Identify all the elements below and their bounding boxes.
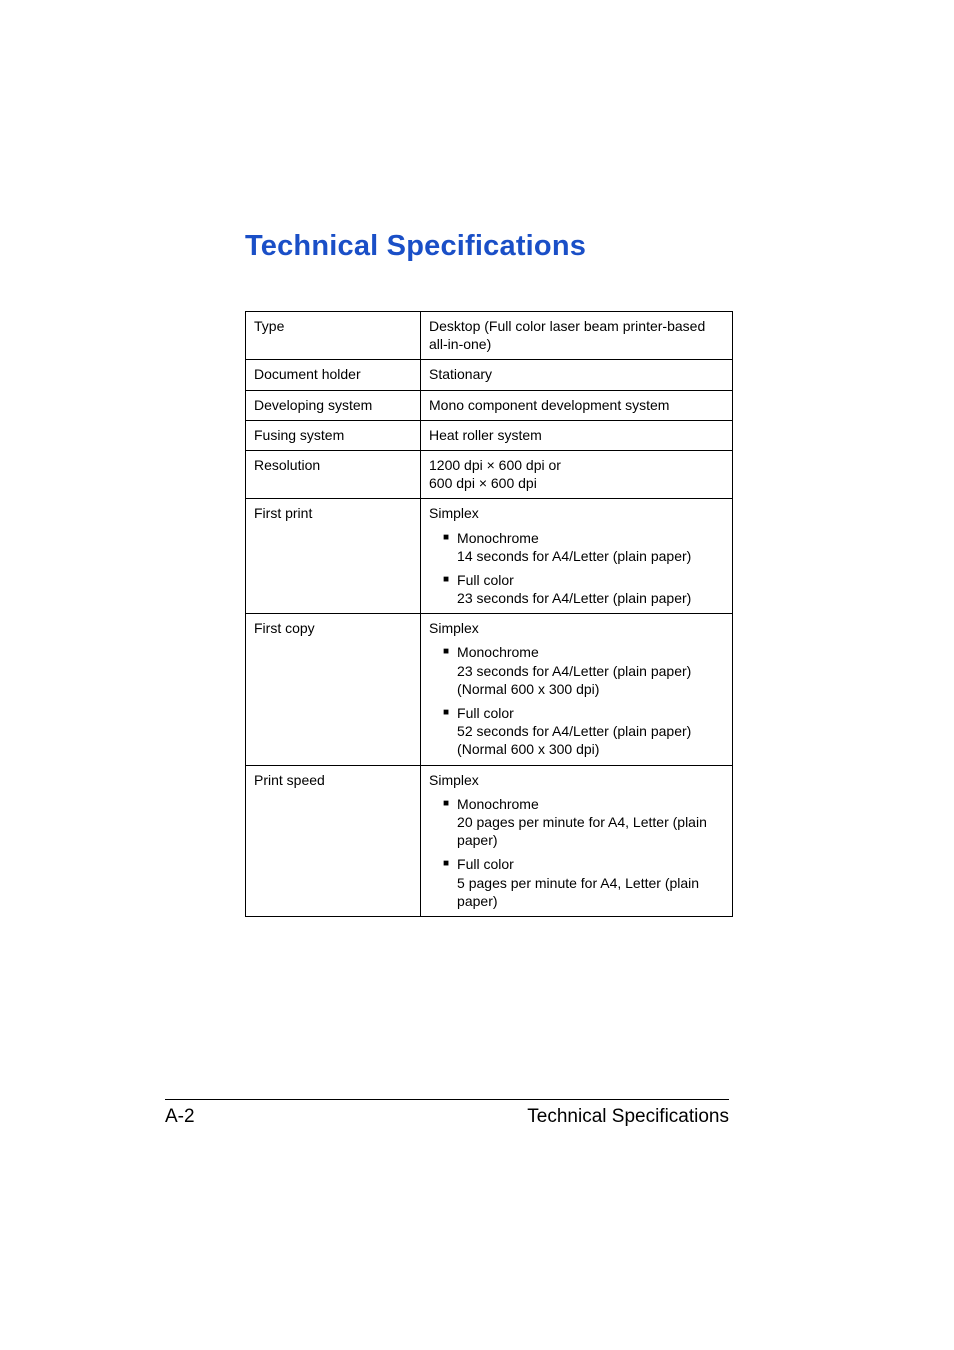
bullet-label: Full color bbox=[457, 704, 724, 722]
table-row: Document holder Stationary bbox=[246, 360, 733, 390]
table-row: Print speed Simplex ■ Monochrome 20 page… bbox=[246, 765, 733, 916]
bullet-detail: 23 seconds for A4/Letter (plain paper) bbox=[457, 589, 724, 607]
cell-key: First copy bbox=[246, 614, 421, 765]
cell-key: Fusing system bbox=[246, 420, 421, 450]
bullet-text: Monochrome 20 pages per minute for A4, L… bbox=[457, 795, 724, 850]
table-row: Fusing system Heat roller system bbox=[246, 420, 733, 450]
bullet-detail: 52 seconds for A4/Letter (plain paper) bbox=[457, 722, 724, 740]
mode-heading: Simplex bbox=[429, 771, 724, 789]
bullet-item: ■ Monochrome 14 seconds for A4/Letter (p… bbox=[443, 529, 724, 565]
square-bullet-icon: ■ bbox=[443, 529, 449, 565]
bullet-detail: 20 pages per minute for A4, Letter (plai… bbox=[457, 813, 724, 849]
bullet-label: Monochrome bbox=[457, 643, 724, 661]
bullet-item: ■ Monochrome 20 pages per minute for A4,… bbox=[443, 795, 724, 850]
bullet-detail: 5 pages per minute for A4, Letter (plain… bbox=[457, 874, 724, 910]
bullet-label: Full color bbox=[457, 571, 724, 589]
cell-key: Type bbox=[246, 312, 421, 360]
table-row: Developing system Mono component develop… bbox=[246, 390, 733, 420]
page: Technical Specifications Type Desktop (F… bbox=[0, 0, 954, 1350]
square-bullet-icon: ■ bbox=[443, 855, 449, 910]
bullet-item: ■ Full color 5 pages per minute for A4, … bbox=[443, 855, 724, 910]
table-row: First copy Simplex ■ Monochrome 23 secon… bbox=[246, 614, 733, 765]
resolution-line1: 1200 dpi × 600 dpi or bbox=[429, 456, 724, 474]
bullet-detail: (Normal 600 x 300 dpi) bbox=[457, 680, 724, 698]
cell-value: Stationary bbox=[421, 360, 733, 390]
square-bullet-icon: ■ bbox=[443, 795, 449, 850]
cell-value: Simplex ■ Monochrome 14 seconds for A4/L… bbox=[421, 499, 733, 614]
bullet-label: Monochrome bbox=[457, 795, 724, 813]
footer-title: Technical Specifications bbox=[527, 1106, 729, 1128]
cell-key: Resolution bbox=[246, 450, 421, 498]
cell-value: Mono component development system bbox=[421, 390, 733, 420]
bullet-label: Monochrome bbox=[457, 529, 724, 547]
bullet-item: ■ Full color 23 seconds for A4/Letter (p… bbox=[443, 571, 724, 607]
bullet-text: Monochrome 14 seconds for A4/Letter (pla… bbox=[457, 529, 724, 565]
cell-value: Desktop (Full color laser beam printer-b… bbox=[421, 312, 733, 360]
cell-key: Developing system bbox=[246, 390, 421, 420]
square-bullet-icon: ■ bbox=[443, 704, 449, 759]
table-row: Resolution 1200 dpi × 600 dpi or 600 dpi… bbox=[246, 450, 733, 498]
mode-heading: Simplex bbox=[429, 619, 724, 637]
cell-value: 1200 dpi × 600 dpi or 600 dpi × 600 dpi bbox=[421, 450, 733, 498]
bullet-text: Full color 23 seconds for A4/Letter (pla… bbox=[457, 571, 724, 607]
bullet-detail: 14 seconds for A4/Letter (plain paper) bbox=[457, 547, 724, 565]
bullet-text: Full color 52 seconds for A4/Letter (pla… bbox=[457, 704, 724, 759]
cell-value: Simplex ■ Monochrome 20 pages per minute… bbox=[421, 765, 733, 916]
cell-value: Simplex ■ Monochrome 23 seconds for A4/L… bbox=[421, 614, 733, 765]
bullet-text: Full color 5 pages per minute for A4, Le… bbox=[457, 855, 724, 910]
bullet-label: Full color bbox=[457, 855, 724, 873]
table-row: First print Simplex ■ Monochrome 14 seco… bbox=[246, 499, 733, 614]
specifications-table: Type Desktop (Full color laser beam prin… bbox=[245, 311, 733, 917]
bullet-text: Monochrome 23 seconds for A4/Letter (pla… bbox=[457, 643, 724, 698]
square-bullet-icon: ■ bbox=[443, 571, 449, 607]
page-title: Technical Specifications bbox=[245, 230, 729, 263]
bullet-detail: (Normal 600 x 300 dpi) bbox=[457, 740, 724, 758]
page-footer: A-2 Technical Specifications bbox=[165, 1099, 729, 1128]
bullet-item: ■ Monochrome 23 seconds for A4/Letter (p… bbox=[443, 643, 724, 698]
bullet-item: ■ Full color 52 seconds for A4/Letter (p… bbox=[443, 704, 724, 759]
table-row: Type Desktop (Full color laser beam prin… bbox=[246, 312, 733, 360]
page-number: A-2 bbox=[165, 1106, 195, 1128]
mode-heading: Simplex bbox=[429, 504, 724, 522]
square-bullet-icon: ■ bbox=[443, 643, 449, 698]
cell-key: Print speed bbox=[246, 765, 421, 916]
bullet-detail: 23 seconds for A4/Letter (plain paper) bbox=[457, 662, 724, 680]
resolution-line2: 600 dpi × 600 dpi bbox=[429, 474, 724, 492]
cell-key: Document holder bbox=[246, 360, 421, 390]
cell-value: Heat roller system bbox=[421, 420, 733, 450]
cell-key: First print bbox=[246, 499, 421, 614]
